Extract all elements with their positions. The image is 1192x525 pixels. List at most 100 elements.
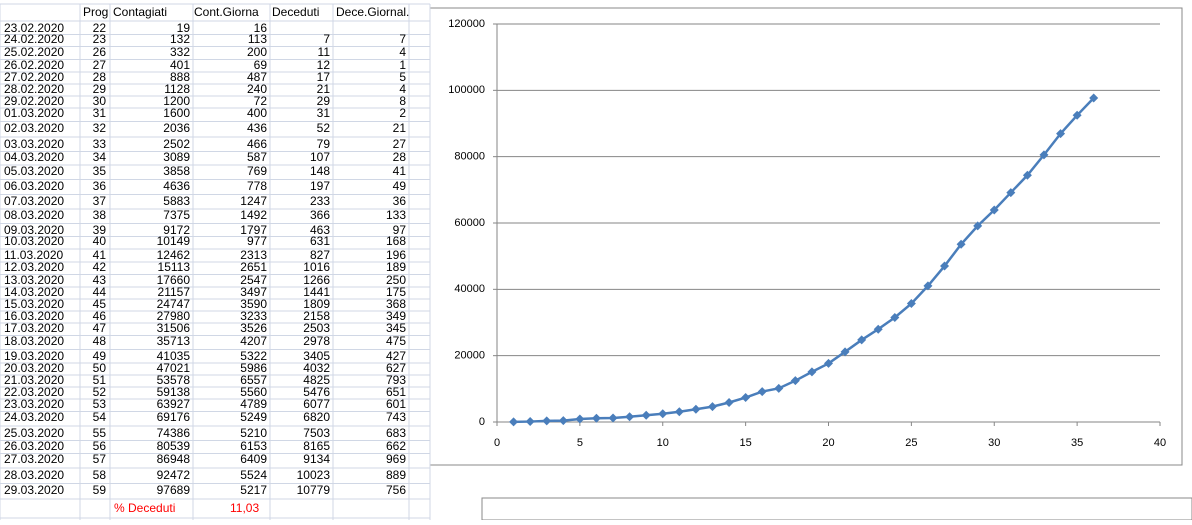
number-cell: 793 (386, 373, 406, 387)
data-marker (542, 416, 552, 426)
date-cell: 21.03.2020 (4, 373, 64, 387)
number-cell: 827 (310, 248, 330, 262)
number-cell: 8165 (303, 439, 330, 453)
number-cell: 59 (93, 483, 107, 497)
data-marker (840, 347, 850, 357)
number-cell: 5476 (303, 385, 330, 399)
number-cell: 31 (93, 106, 107, 120)
number-cell: 30 (93, 94, 107, 108)
x-tick-label: 10 (657, 437, 669, 449)
number-cell: 233 (310, 194, 330, 208)
number-cell: 197 (310, 179, 330, 193)
data-marker (790, 376, 800, 386)
number-cell: 756 (386, 483, 406, 497)
date-cell: 19.03.2020 (4, 349, 64, 363)
date-cell: 28.03.2020 (4, 468, 64, 482)
y-tick-label: 20000 (454, 350, 485, 362)
date-cell: 26.02.2020 (4, 58, 64, 72)
number-cell: 587 (247, 150, 267, 164)
date-cell: 15.03.2020 (4, 297, 64, 311)
number-cell: 349 (386, 309, 406, 323)
number-cell: 21 (393, 121, 407, 135)
number-cell: 16 (254, 21, 268, 35)
number-cell: 17660 (157, 273, 191, 287)
y-tick-label: 0 (479, 416, 485, 428)
number-cell: 44 (93, 285, 107, 299)
data-marker (1006, 188, 1016, 198)
number-cell: 12462 (157, 248, 191, 262)
number-cell: 32 (93, 121, 107, 135)
date-cell: 29.02.2020 (4, 94, 64, 108)
number-cell: 888 (170, 70, 190, 84)
date-cell: 14.03.2020 (4, 285, 64, 299)
number-cell: 56 (93, 439, 107, 453)
number-cell: 47 (93, 321, 107, 335)
number-cell: 8 (399, 94, 406, 108)
data-marker (575, 414, 585, 424)
number-cell: 97 (393, 223, 407, 237)
number-cell: 50 (93, 361, 107, 375)
number-cell: 3497 (240, 285, 267, 299)
data-marker (1072, 110, 1082, 120)
number-cell: 5249 (240, 410, 267, 424)
date-cell: 07.03.2020 (4, 194, 64, 208)
column-header: Deceduti (272, 5, 319, 19)
number-cell: 368 (386, 297, 406, 311)
y-tick-label: 80000 (454, 151, 485, 163)
number-cell: 2 (399, 106, 406, 120)
data-marker (509, 417, 519, 427)
number-cell: 39 (93, 223, 107, 237)
data-marker (890, 313, 900, 323)
number-cell: 175 (386, 285, 406, 299)
number-cell: 1016 (303, 260, 330, 274)
number-cell: 4032 (303, 361, 330, 375)
number-cell: 5210 (240, 426, 267, 440)
number-cell: 487 (247, 70, 267, 84)
date-cell: 12.03.2020 (4, 260, 64, 274)
data-marker (973, 221, 983, 231)
number-cell: 58 (93, 468, 107, 482)
number-cell: 889 (386, 468, 406, 482)
number-cell: 662 (386, 439, 406, 453)
number-cell: 35 (93, 164, 107, 178)
number-cell: 21 (317, 82, 331, 96)
data-marker (774, 383, 784, 393)
number-cell: 7 (323, 32, 330, 46)
data-marker (625, 412, 635, 422)
number-cell: 3233 (240, 309, 267, 323)
number-cell: 4 (399, 82, 406, 96)
number-cell: 31506 (157, 321, 191, 335)
number-cell: 1200 (163, 94, 190, 108)
data-marker (674, 407, 684, 417)
number-cell: 436 (247, 121, 267, 135)
number-cell: 49 (93, 349, 107, 363)
x-tick-label: 35 (1071, 437, 1083, 449)
number-cell: 601 (386, 397, 406, 411)
number-cell: 427 (386, 349, 406, 363)
number-cell: 52 (317, 121, 331, 135)
date-cell: 05.03.2020 (4, 164, 64, 178)
number-cell: 23 (93, 32, 107, 46)
number-cell: 651 (386, 385, 406, 399)
number-cell: 69 (254, 58, 268, 72)
data-marker (940, 261, 950, 271)
number-cell: 28 (93, 70, 107, 84)
number-cell: 7 (399, 32, 406, 46)
number-cell: 9134 (303, 452, 330, 466)
number-cell: 6557 (240, 373, 267, 387)
number-cell: 6153 (240, 439, 267, 453)
number-cell: 778 (247, 179, 267, 193)
number-cell: 27 (393, 137, 407, 151)
chart-frame (429, 7, 1183, 466)
data-marker (591, 413, 601, 423)
number-cell: 41035 (157, 349, 191, 363)
x-tick-label: 20 (822, 437, 834, 449)
number-cell: 53 (93, 397, 107, 411)
data-marker (873, 324, 883, 334)
date-cell: 13.03.2020 (4, 273, 64, 287)
number-cell: 2502 (163, 137, 190, 151)
number-cell: 3526 (240, 321, 267, 335)
number-cell: 113 (248, 32, 267, 46)
number-cell: 6077 (303, 397, 330, 411)
